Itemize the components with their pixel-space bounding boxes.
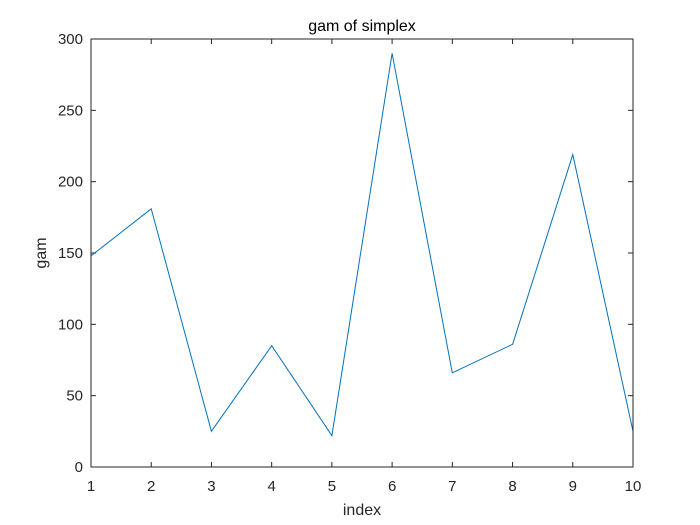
y-tick-label: 0 [75,459,83,476]
y-axis-ticks: 0 50 100 150 200 250 300 [58,31,633,476]
x-tick-label: 2 [147,478,155,495]
x-tick-label: 3 [207,478,215,495]
y-tick-label: 300 [58,31,83,48]
series-group [90,53,634,437]
x-tick-label: 5 [328,478,336,495]
x-tick-label: 7 [448,478,456,495]
x-tick-label: 1 [87,478,95,495]
y-tick-label: 100 [58,316,83,333]
plot-area-background [91,39,633,467]
y-tick-label: 50 [66,388,83,405]
x-tick-label: 9 [569,478,577,495]
x-tick-label: 4 [267,478,275,495]
x-tick-label: 10 [625,478,642,495]
x-tick-label: 8 [508,478,516,495]
chart-title: gam of simplex [308,18,416,35]
x-axis-label: index [343,502,381,519]
x-tick-label: 6 [388,478,396,495]
y-axis-label: gam [33,237,50,268]
y-tick-label: 200 [58,174,83,191]
plot-frame [90,38,634,468]
y-tick-label: 150 [58,245,83,262]
series-line [90,53,634,437]
y-tick-label: 250 [58,102,83,119]
